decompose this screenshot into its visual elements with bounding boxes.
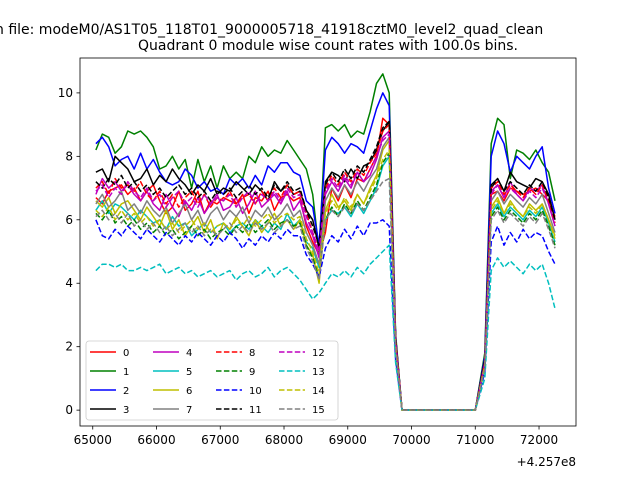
legend-label-11: 11 — [249, 405, 262, 416]
x-tick-label: 72000 — [520, 433, 558, 447]
x-tick-label: 69000 — [329, 433, 367, 447]
x-tick-label: 65000 — [74, 433, 112, 447]
legend-label-6: 6 — [186, 386, 192, 397]
chart-suptitle: n file: modeM0/AS1T05_118T01_9000005718_… — [0, 22, 543, 38]
series-lines — [95, 73, 556, 411]
legend-label-1: 1 — [123, 367, 129, 378]
series-13-line — [95, 244, 556, 411]
series-15-line — [95, 177, 556, 411]
legend-label-5: 5 — [186, 367, 192, 378]
y-tick-label: 2 — [65, 340, 73, 354]
legend-label-14: 14 — [312, 386, 325, 397]
x-tick-label: 67000 — [201, 433, 239, 447]
series-14-line — [95, 149, 556, 411]
x-tick-label: 70000 — [392, 433, 430, 447]
y-tick-label: 0 — [65, 403, 73, 417]
legend-label-15: 15 — [312, 405, 325, 416]
y-tick-label: 6 — [65, 213, 73, 227]
legend-label-12: 12 — [312, 348, 325, 359]
y-tick-label: 10 — [58, 86, 73, 100]
chart-title: Quadrant 0 module wise count rates with … — [138, 38, 518, 54]
legend-label-13: 13 — [312, 367, 325, 378]
x-tick-label: 71000 — [456, 433, 494, 447]
legend-label-8: 8 — [249, 348, 255, 359]
x-offset-label: +4.257e8 — [517, 455, 576, 469]
x-tick-label: 68000 — [265, 433, 303, 447]
x-tick-label: 66000 — [137, 433, 175, 447]
legend-box — [85, 340, 339, 421]
y-tick-label: 8 — [65, 149, 73, 163]
legend-label-2: 2 — [123, 386, 129, 397]
legend-label-10: 10 — [249, 386, 262, 397]
series-11-line — [95, 120, 556, 411]
legend-label-4: 4 — [186, 348, 192, 359]
legend-label-9: 9 — [249, 367, 255, 378]
legend-label-7: 7 — [186, 405, 192, 416]
axes-frame — [79, 57, 577, 427]
legend-label-0: 0 — [123, 348, 129, 359]
legend-label-3: 3 — [123, 405, 129, 416]
axes: 65000 66000 67000 68000 69000 70000 71000 72000… — [58, 57, 577, 447]
y-tick-label: 4 — [65, 276, 73, 290]
